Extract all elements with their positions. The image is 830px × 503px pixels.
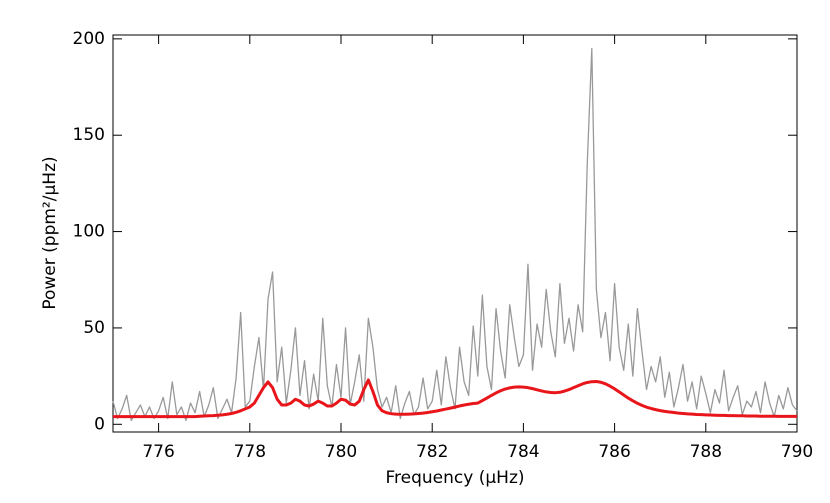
x-tick-label: 790 [781, 442, 813, 462]
x-tick-label: 780 [325, 442, 357, 462]
x-tick-label: 776 [142, 442, 174, 462]
y-tick-label: 100 [73, 222, 105, 242]
y-tick-label: 0 [94, 414, 105, 434]
x-tick-label: 778 [234, 442, 266, 462]
plot-frame [112, 34, 798, 433]
y-tick-label: 200 [73, 29, 105, 49]
y-axis-label: Power (ppm²/μHz) [40, 156, 60, 309]
x-axis-label: Frequency (μHz) [385, 468, 524, 488]
y-tick-label: 150 [73, 125, 105, 145]
x-tick-label: 784 [507, 442, 539, 462]
y-tick-label: 50 [83, 318, 105, 338]
data-line [112, 47, 798, 422]
x-tick-label: 788 [690, 442, 722, 462]
data-line [113, 378, 797, 419]
x-tick-label: 782 [416, 442, 448, 462]
x-tick-label: 786 [598, 442, 630, 462]
